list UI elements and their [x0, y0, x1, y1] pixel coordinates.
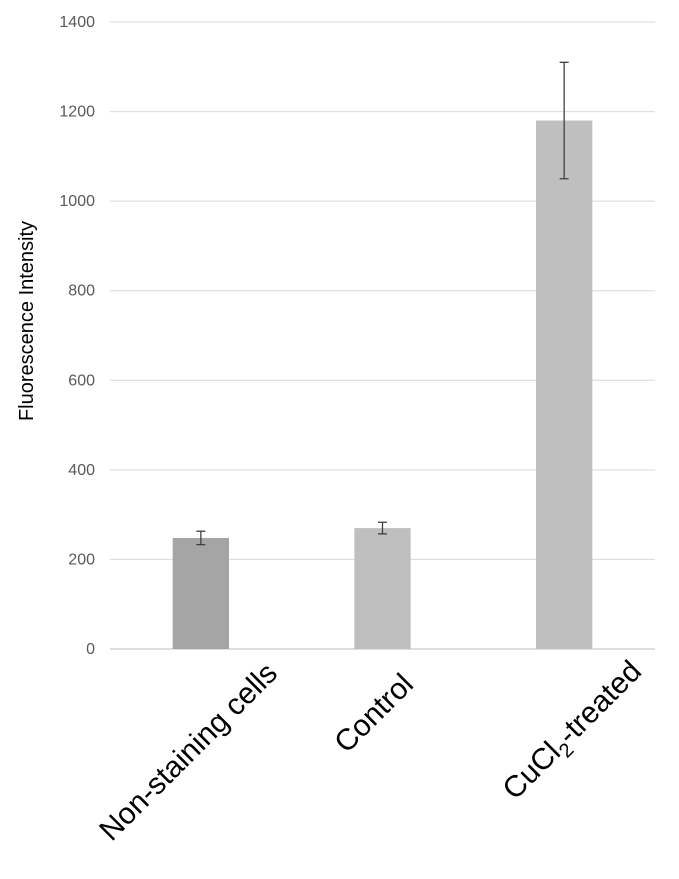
- category-label-3: CuCl2-treated: [496, 655, 651, 810]
- y-tick-label: 0: [86, 641, 95, 658]
- y-tick-label: 1200: [59, 104, 95, 121]
- y-axis-title: Fluorescence Intensity: [16, 221, 38, 421]
- y-tick-label: 800: [68, 283, 95, 300]
- error-bar-3: [559, 61, 569, 180]
- category-labels: Non-staining cells Control CuCl2-treated: [93, 655, 651, 848]
- bar-1: [172, 537, 229, 649]
- y-tick-label: 600: [68, 372, 95, 389]
- bar-3: [536, 120, 593, 650]
- y-tick-label: 1000: [59, 193, 95, 210]
- error-bar-2: [378, 521, 387, 535]
- y-tick-label: 200: [68, 551, 95, 568]
- y-tick-labels: 0 200 400 600 800 1000 1200 1400: [59, 14, 95, 658]
- error-bars: [196, 61, 569, 546]
- bars: [172, 120, 593, 650]
- category-label-1: Non-staining cells: [93, 657, 284, 848]
- category-label-rest: -treated: [552, 655, 648, 751]
- y-tick-label: 1400: [59, 14, 95, 31]
- error-bar-1: [196, 530, 206, 546]
- category-label-2: Control: [328, 668, 420, 760]
- y-tick-label: 400: [68, 462, 95, 479]
- bar-2: [354, 528, 411, 649]
